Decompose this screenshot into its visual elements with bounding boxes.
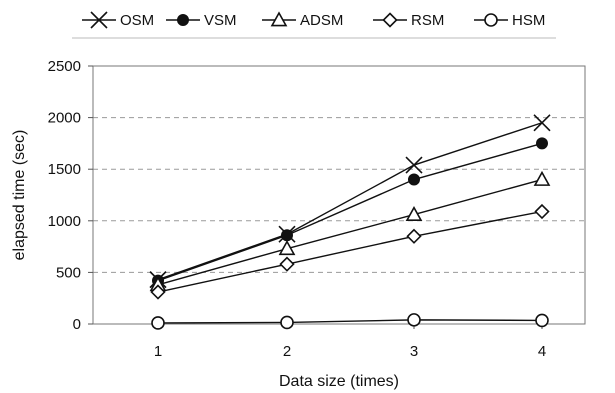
series-line-osm bbox=[157, 122, 543, 281]
y-tick-label: 2000 bbox=[48, 110, 81, 127]
grid-lines bbox=[93, 117, 585, 273]
series-line-vsm bbox=[157, 142, 543, 282]
series-line-adsm bbox=[157, 178, 543, 286]
data-point-adsm bbox=[405, 205, 423, 222]
data-point-adsm bbox=[278, 240, 296, 256]
data-point-vsm bbox=[281, 229, 293, 242]
legend-marker-hsm bbox=[484, 13, 498, 27]
data-point-vsm bbox=[536, 137, 548, 150]
x-tick-label: 2 bbox=[283, 343, 291, 360]
y-tick-label: 500 bbox=[56, 264, 81, 281]
data-point-adsm bbox=[533, 170, 551, 186]
y-tick-label: 1000 bbox=[48, 213, 81, 230]
x-tick-label: 4 bbox=[538, 343, 546, 360]
data-point-hsm bbox=[407, 313, 421, 327]
y-tick-label: 1500 bbox=[48, 161, 81, 178]
data-point-rsm bbox=[406, 228, 422, 244]
series-adsm bbox=[149, 170, 551, 292]
legend-label-vsm: VSM bbox=[204, 12, 237, 29]
data-point-rsm bbox=[150, 284, 166, 300]
legend-item-hsm: HSM bbox=[474, 12, 545, 29]
legend-label-hsm: HSM bbox=[512, 12, 545, 29]
series-line-rsm bbox=[157, 210, 543, 293]
legend-label-osm: OSM bbox=[120, 12, 154, 29]
data-point-osm bbox=[533, 114, 551, 132]
series-hsm bbox=[151, 313, 549, 330]
data-point-hsm bbox=[151, 316, 165, 330]
legend-marker-vsm bbox=[177, 14, 189, 26]
plot-frame bbox=[92, 65, 586, 325]
series-rsm bbox=[150, 203, 550, 300]
data-point-rsm bbox=[279, 256, 295, 272]
legend-item-osm: OSM bbox=[82, 11, 154, 29]
x-tick-label: 3 bbox=[410, 343, 418, 360]
data-point-vsm bbox=[408, 173, 420, 186]
x-axis-title: Data size (times) bbox=[279, 373, 399, 390]
legend-marker-adsm bbox=[270, 11, 288, 27]
data-point-hsm bbox=[280, 315, 294, 330]
legend-label-rsm: RSM bbox=[411, 12, 444, 29]
y-tick-label: 2500 bbox=[48, 58, 81, 75]
y-axis-title: elapsed time (sec) bbox=[11, 130, 28, 261]
legend-item-vsm: VSM bbox=[166, 12, 237, 29]
legend-label-adsm: ADSM bbox=[300, 12, 343, 29]
x-axis: 1 2 3 4 bbox=[154, 324, 546, 360]
x-tick-label: 1 bbox=[154, 343, 162, 360]
y-tick-label: 0 bbox=[73, 316, 81, 333]
legend-marker-rsm bbox=[382, 12, 398, 28]
legend-item-adsm: ADSM bbox=[262, 11, 343, 29]
series-line-hsm bbox=[157, 319, 543, 324]
series-group bbox=[149, 114, 551, 330]
data-point-osm bbox=[405, 156, 423, 174]
legend-item-rsm: RSM bbox=[373, 12, 444, 29]
legend-marker-osm bbox=[90, 11, 108, 29]
legend: OSM VSM ADSM RSM HSM bbox=[72, 11, 556, 39]
data-point-rsm bbox=[534, 203, 550, 220]
data-point-hsm bbox=[535, 313, 549, 328]
series-vsm bbox=[152, 137, 548, 287]
y-axis: 0 500 1000 1500 2000 2500 bbox=[48, 58, 93, 333]
